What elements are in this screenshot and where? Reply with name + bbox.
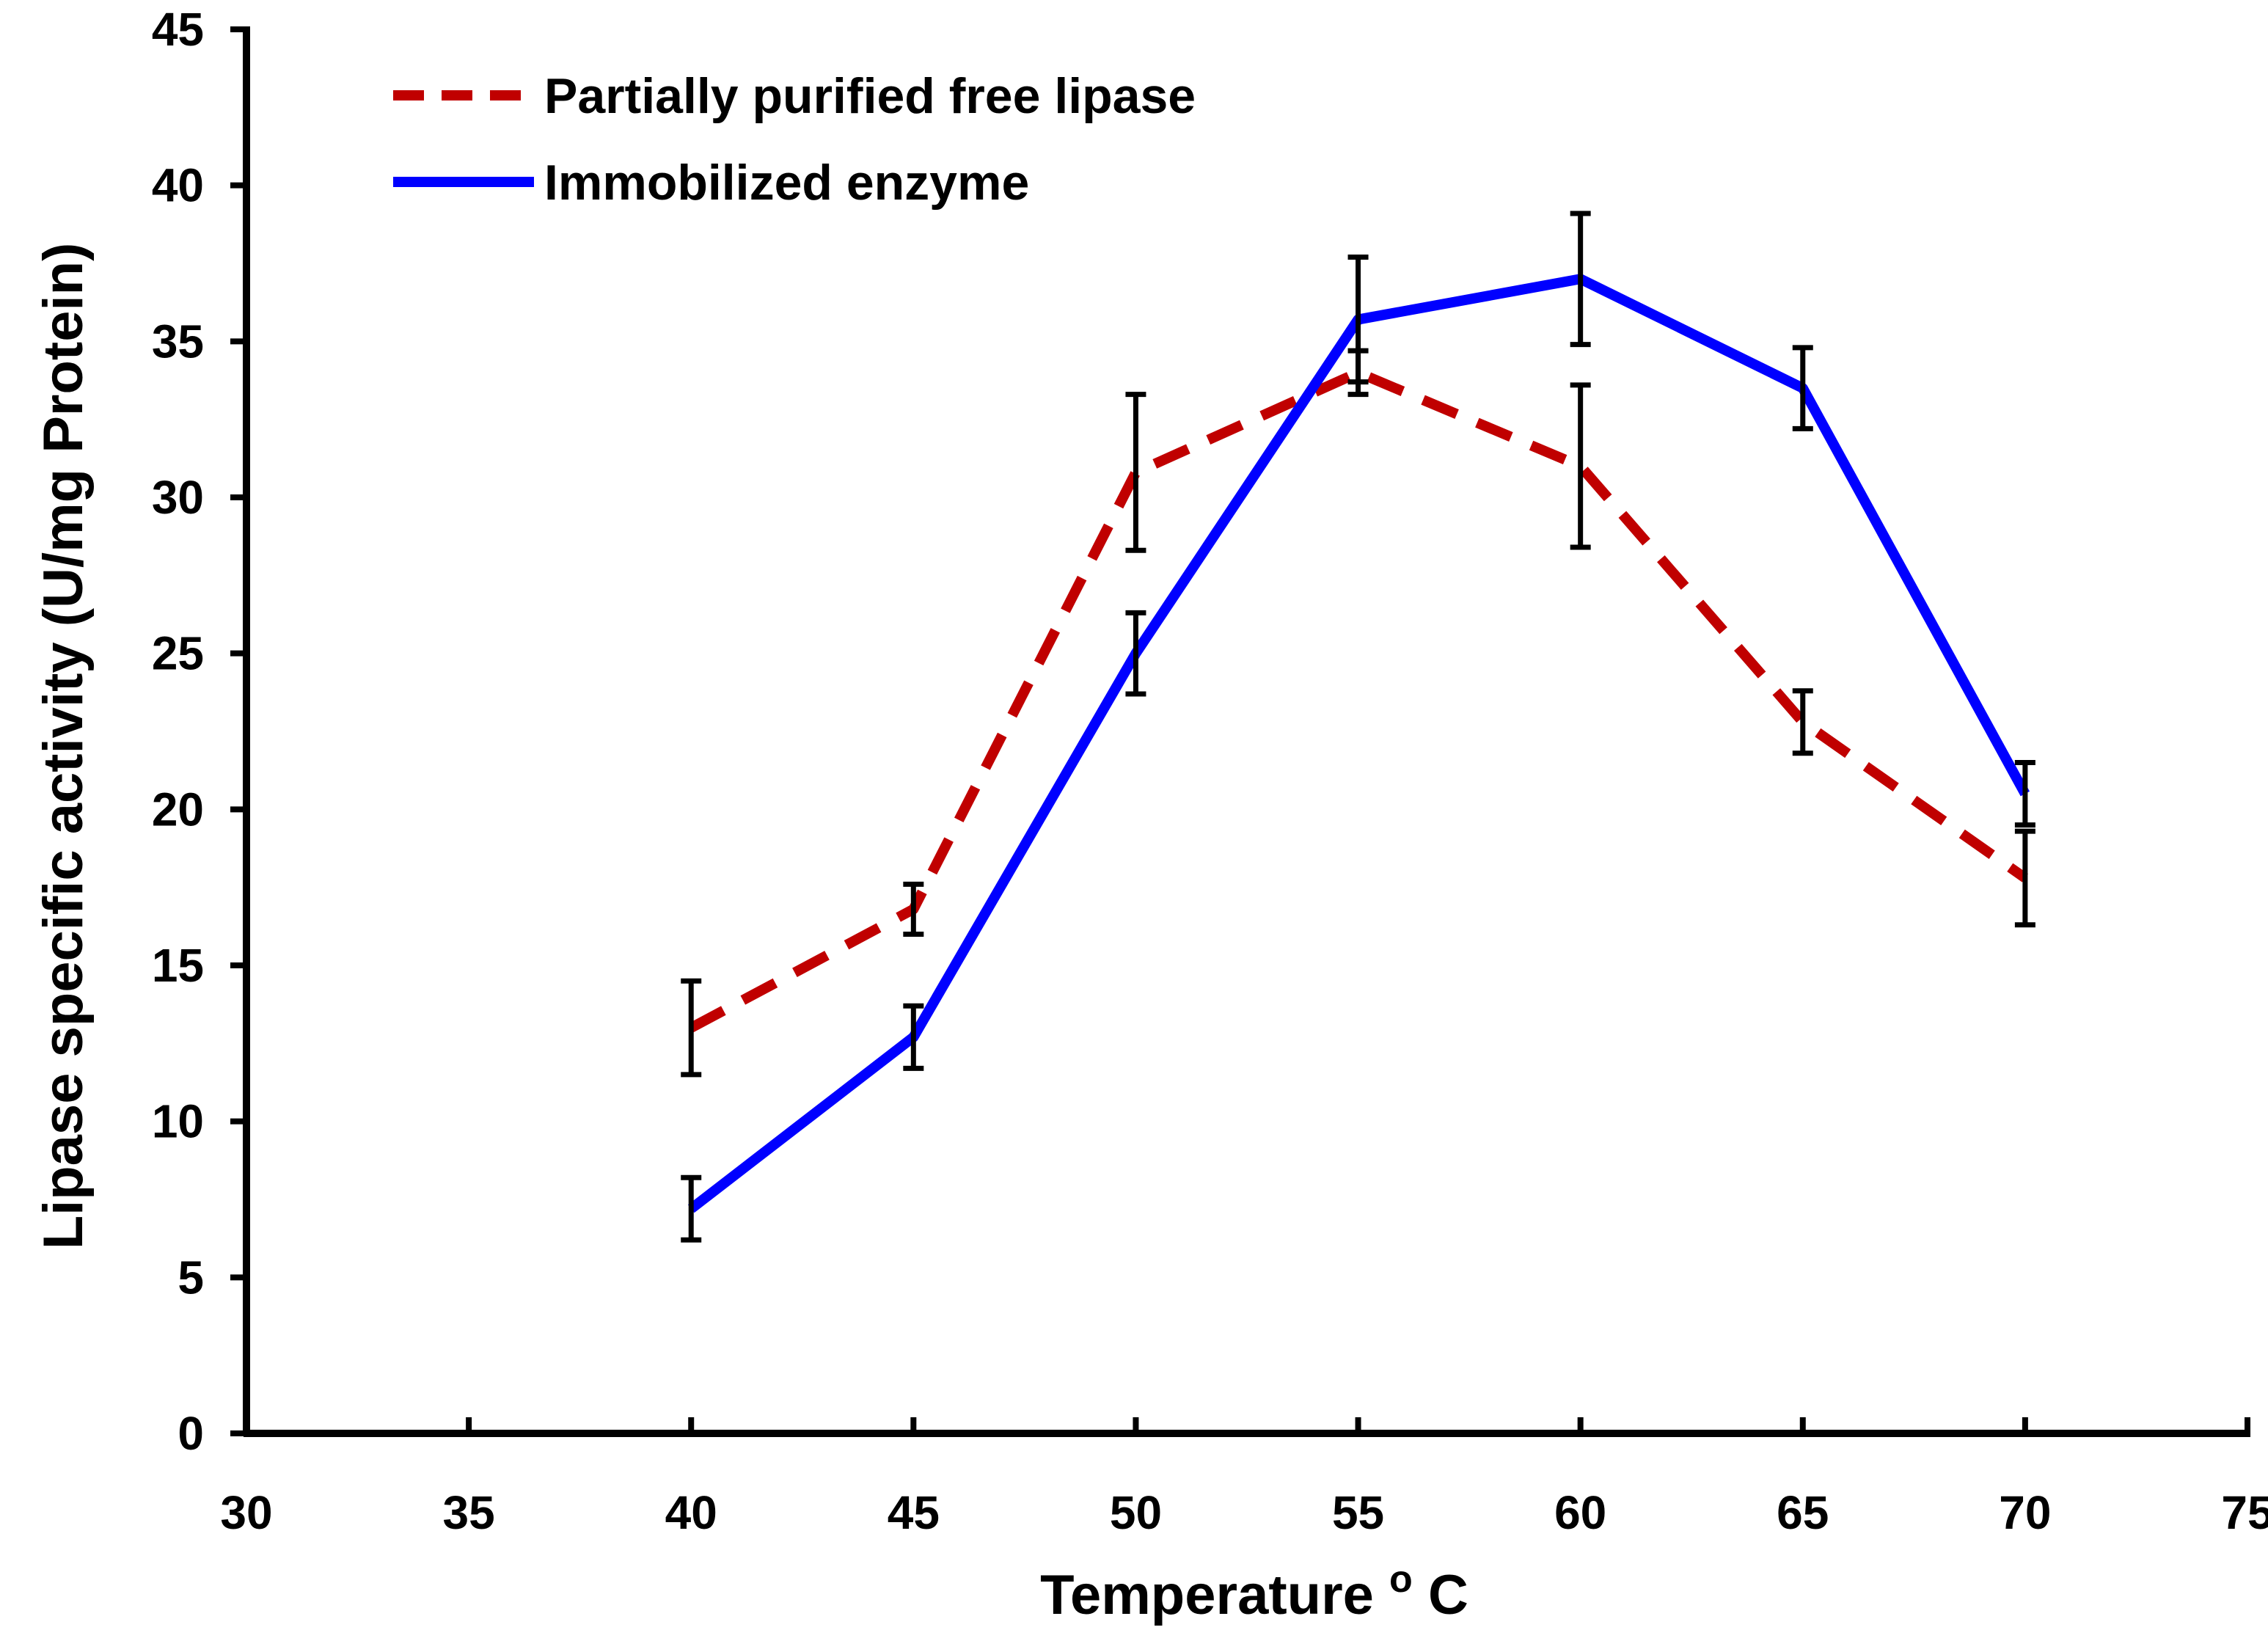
legend: Partially purified free lipase Immobilize… <box>393 68 1196 211</box>
x-axis-title-text: Temperature <box>1040 1564 1374 1626</box>
axis-titles: Temperature o C Lipase specific activity… <box>32 243 1468 1626</box>
x-tick-label: 75 <box>2221 1486 2268 1539</box>
legend-label-immobilized-enzyme: Immobilized enzyme <box>544 155 1029 211</box>
x-axis-unit: C <box>1428 1564 1468 1626</box>
error-bar <box>1792 688 1813 756</box>
error-bar <box>903 1003 924 1071</box>
y-tick-label: 25 <box>152 627 204 680</box>
error-bar <box>2014 760 2035 828</box>
x-tick-label: 50 <box>1110 1486 1162 1539</box>
x-tick-label: 55 <box>1332 1486 1384 1539</box>
y-tick-label: 40 <box>152 159 204 212</box>
error-bar <box>1570 382 1591 550</box>
x-tick-label: 65 <box>1777 1486 1829 1539</box>
error-bar <box>1792 345 1813 431</box>
x-axis-title: Temperature o C <box>1040 1542 1468 1626</box>
x-tick-label: 70 <box>1999 1486 2051 1539</box>
x-tick-label: 30 <box>220 1486 272 1539</box>
x-tick-label: 60 <box>1554 1486 1606 1539</box>
error-bar <box>2014 828 2035 928</box>
axes <box>230 26 2250 1437</box>
x-tick-label: 35 <box>443 1486 495 1539</box>
error-bar <box>681 978 702 1078</box>
error-bar <box>1125 610 1146 697</box>
x-axis-unit-superscript: o <box>1389 1558 1413 1601</box>
error-bar <box>1125 392 1146 553</box>
error-bar <box>1570 211 1591 348</box>
error-bar <box>1347 254 1369 385</box>
y-tick-label: 35 <box>152 315 204 368</box>
error-bars <box>681 211 2035 1243</box>
y-tick-label: 15 <box>152 939 204 992</box>
legend-label-free-lipase: Partially purified free lipase <box>544 68 1196 124</box>
y-tick-label: 5 <box>178 1251 204 1304</box>
error-bar <box>681 1174 702 1243</box>
tick-labels: 0 5 10 15 20 25 30 35 40 45 30 35 40 45 50 55 60 65 70 75 <box>152 3 2268 1539</box>
y-tick-label: 0 <box>178 1407 204 1460</box>
error-bar <box>903 881 924 937</box>
x-tick-label: 40 <box>665 1486 717 1539</box>
series-line-free-lipase <box>688 367 2028 1033</box>
x-tick-label: 45 <box>888 1486 940 1539</box>
y-tick-label: 45 <box>152 3 204 56</box>
y-tick-label: 20 <box>152 783 204 836</box>
data-series <box>687 274 2030 1213</box>
y-axis-title: Lipase specific activity (U/mg Protein) <box>32 243 95 1250</box>
y-tick-label: 10 <box>152 1095 204 1148</box>
y-tick-label: 30 <box>152 471 204 524</box>
